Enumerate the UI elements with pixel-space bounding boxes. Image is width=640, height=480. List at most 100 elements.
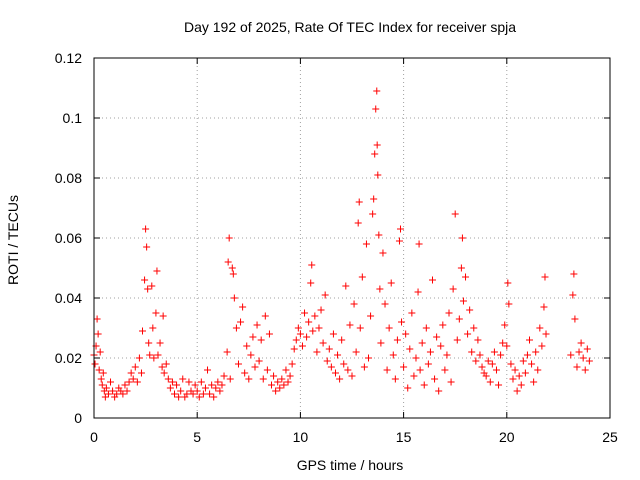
data-point	[156, 339, 164, 347]
data-point	[309, 327, 317, 335]
data-point	[230, 294, 238, 302]
data-point	[370, 195, 378, 203]
data-point	[474, 336, 482, 344]
data-point	[208, 381, 216, 389]
data-point	[301, 309, 309, 317]
data-point	[119, 390, 127, 398]
data-point	[499, 339, 507, 347]
data-point	[575, 348, 583, 356]
data-point	[464, 330, 472, 338]
x-tick-label: 15	[396, 429, 412, 445]
data-point	[385, 324, 393, 332]
data-point	[393, 336, 401, 344]
y-tick-label: 0.08	[55, 170, 82, 186]
data-point	[517, 381, 525, 389]
data-point	[422, 324, 430, 332]
data-point	[265, 330, 273, 338]
data-point	[166, 384, 174, 392]
data-point	[367, 312, 375, 320]
data-point	[468, 348, 476, 356]
data-point	[173, 381, 181, 389]
data-point	[476, 351, 484, 359]
data-point	[381, 300, 389, 308]
data-point	[387, 279, 395, 287]
data-point	[478, 363, 486, 371]
data-point	[142, 225, 150, 233]
data-point	[218, 381, 226, 389]
data-point	[523, 351, 531, 359]
data-point	[272, 387, 280, 395]
data-point	[153, 267, 161, 275]
data-point	[292, 336, 300, 344]
data-point	[376, 285, 384, 293]
data-point	[170, 390, 178, 398]
data-point	[199, 390, 207, 398]
y-axis-tick-labels: 0 0.02 0.04 0.06 0.08 0.1 0.12	[55, 50, 82, 426]
data-point	[495, 381, 503, 389]
data-point	[225, 234, 233, 242]
data-point	[437, 342, 445, 350]
data-point	[404, 384, 412, 392]
data-point	[458, 234, 466, 242]
data-point	[507, 360, 515, 368]
data-point	[214, 378, 222, 386]
data-point	[579, 354, 587, 362]
data-point	[567, 351, 575, 359]
data-point	[143, 243, 151, 251]
data-point	[373, 87, 381, 95]
data-point	[420, 381, 428, 389]
data-point	[150, 354, 158, 362]
data-point	[210, 393, 218, 401]
data-point	[95, 366, 103, 374]
data-point	[350, 300, 358, 308]
data-point	[195, 393, 203, 401]
data-point	[570, 270, 578, 278]
data-point	[290, 345, 298, 353]
data-point	[109, 387, 117, 395]
data-point	[234, 360, 242, 368]
data-point	[414, 288, 422, 296]
data-point	[101, 393, 109, 401]
data-point	[121, 381, 129, 389]
data-point	[141, 276, 149, 284]
data-point	[445, 309, 453, 317]
data-point	[148, 282, 156, 290]
data-point	[224, 258, 232, 266]
y-tick-label: 0.02	[55, 350, 82, 366]
data-point	[402, 330, 410, 338]
data-point	[532, 348, 540, 356]
data-point	[573, 363, 581, 371]
data-point	[373, 141, 381, 149]
data-point	[397, 225, 405, 233]
data-point	[389, 351, 397, 359]
data-point	[197, 378, 205, 386]
data-point	[400, 363, 408, 371]
chart-title: Day 192 of 2025, Rate Of TEC Index for r…	[184, 19, 516, 35]
data-point	[159, 312, 167, 320]
data-point	[191, 381, 199, 389]
data-point	[416, 366, 424, 374]
data-point	[133, 378, 141, 386]
data-point	[374, 171, 382, 179]
data-point	[412, 354, 420, 362]
data-point	[526, 336, 534, 344]
data-point	[135, 354, 143, 362]
data-points	[90, 87, 593, 401]
data-point	[158, 363, 166, 371]
data-point	[583, 345, 591, 353]
data-point	[298, 342, 306, 350]
data-point	[472, 357, 480, 365]
data-point	[410, 372, 418, 380]
data-point	[99, 369, 107, 377]
data-point	[259, 375, 267, 383]
data-point	[372, 105, 380, 113]
data-point	[375, 231, 383, 239]
data-point	[334, 351, 342, 359]
data-point	[245, 375, 253, 383]
data-point	[97, 375, 105, 383]
data-point	[541, 273, 549, 281]
data-point	[509, 375, 517, 383]
data-point	[241, 369, 249, 377]
data-point	[286, 372, 294, 380]
data-point	[261, 312, 269, 320]
